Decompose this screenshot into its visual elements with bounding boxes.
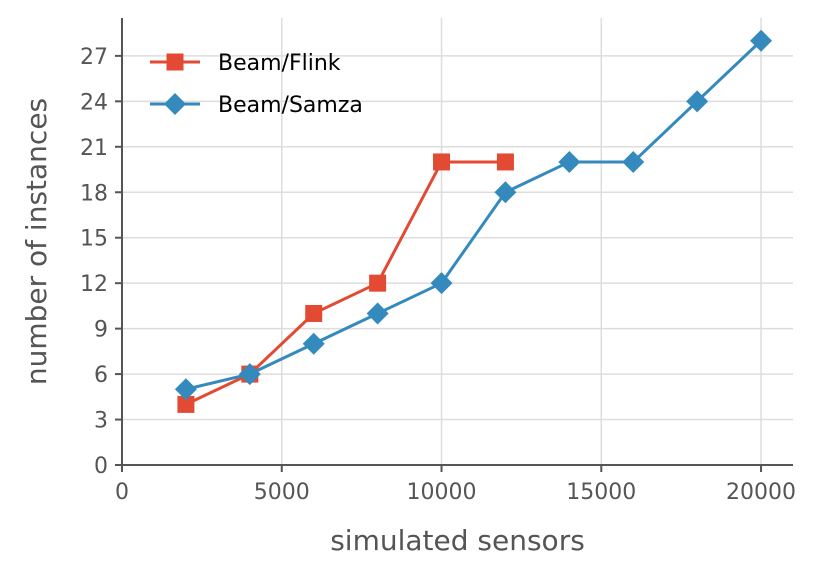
- legend-label: Beam/Samza: [218, 93, 363, 118]
- legend: Beam/Flink Beam/Samza: [150, 51, 363, 118]
- legend-label: Beam/Flink: [218, 51, 341, 76]
- y-axis-label: number of instances: [20, 98, 53, 385]
- series-line: [185, 39, 763, 391]
- x-tick-label: 20000: [726, 480, 796, 505]
- axes: simulated sensors number of instances 0 3…: [20, 18, 796, 557]
- y-tick-label: 24: [80, 90, 108, 115]
- data-point: [174, 378, 197, 401]
- y-tick-label: 3: [94, 409, 108, 434]
- x-tick-label: 15000: [566, 480, 636, 505]
- y-tick-label: 15: [80, 227, 108, 252]
- x-axis-label: simulated sensors: [330, 524, 585, 557]
- series: [174, 29, 773, 413]
- x-tick-label: 10000: [407, 480, 477, 505]
- data-point: [622, 150, 645, 173]
- data-point: [686, 90, 709, 113]
- data-point: [750, 29, 773, 52]
- series-line: [185, 160, 506, 406]
- legend-entry: Beam/Flink: [150, 51, 341, 76]
- data-point: [369, 274, 387, 292]
- y-tick-label: 21: [80, 136, 108, 161]
- legend-entry: Beam/Samza: [150, 93, 363, 118]
- series-beam-samza: [174, 29, 773, 401]
- x-tick-label: 5000: [254, 480, 310, 505]
- y-tick-label: 9: [94, 318, 108, 343]
- legend-marker: [164, 93, 186, 115]
- y-tick-label: 0: [94, 454, 108, 479]
- data-point: [366, 302, 389, 325]
- data-point: [433, 153, 451, 171]
- x-tick-label: 0: [115, 480, 129, 505]
- data-point: [430, 272, 453, 295]
- y-tick-label: 18: [80, 181, 108, 206]
- data-point: [494, 181, 517, 204]
- data-point: [305, 304, 323, 322]
- data-point: [558, 150, 581, 173]
- legend-marker: [166, 53, 184, 71]
- y-tick-label: 27: [80, 45, 108, 70]
- data-point: [302, 332, 325, 355]
- data-point: [238, 363, 261, 386]
- grid: [122, 18, 793, 465]
- y-tick-label: 6: [94, 363, 108, 388]
- y-tick-label: 12: [80, 272, 108, 297]
- data-point: [177, 395, 195, 413]
- data-point: [496, 153, 514, 171]
